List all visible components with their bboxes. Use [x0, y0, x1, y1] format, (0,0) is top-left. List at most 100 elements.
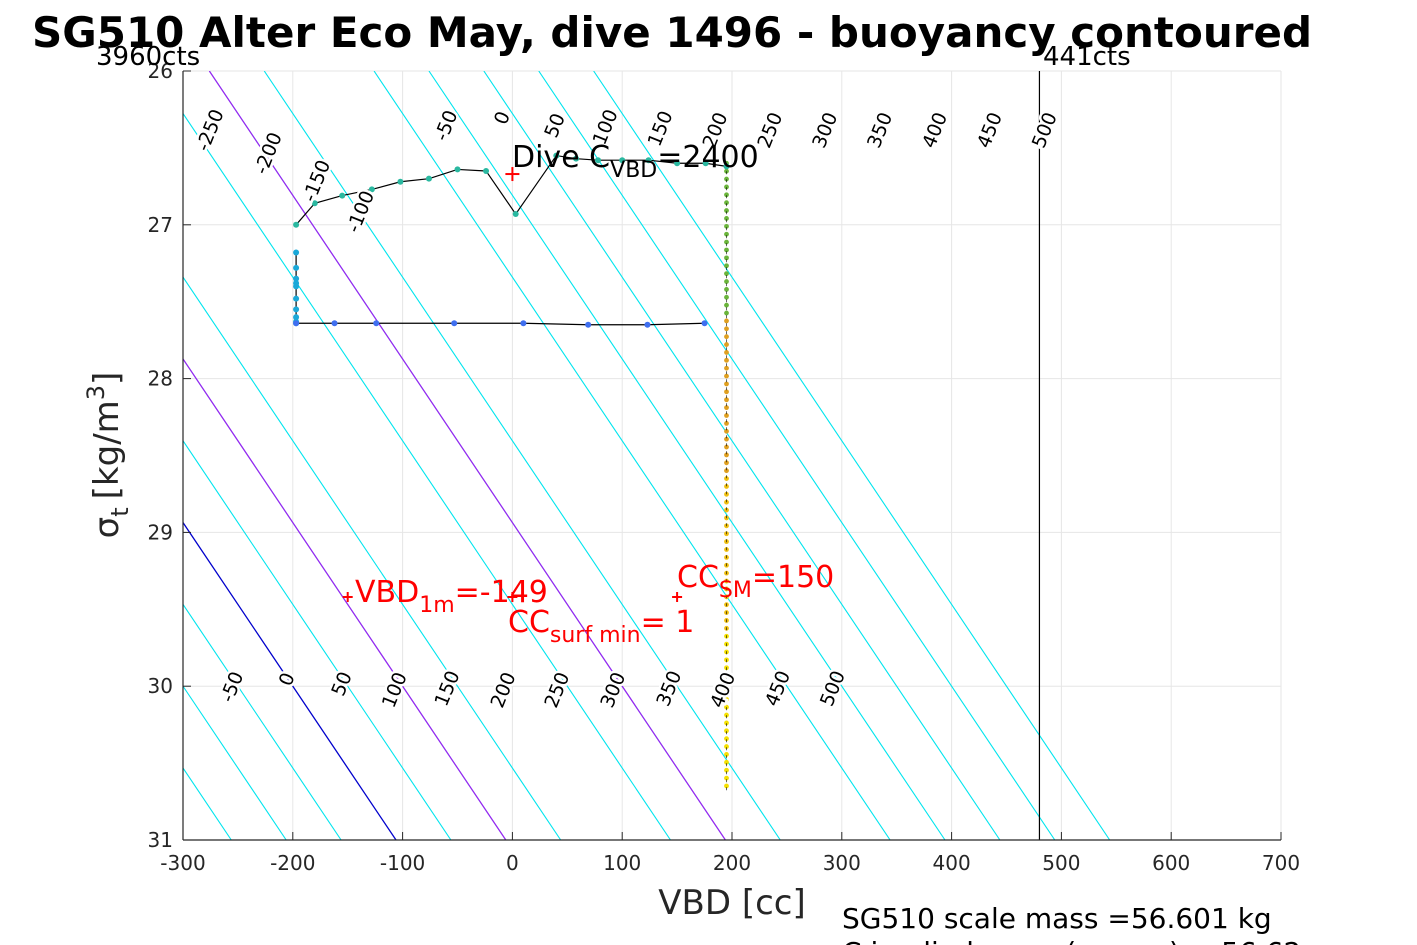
y-axis-label-unit: [kg/m [87, 400, 127, 499]
x-tick-label: 200 [713, 851, 751, 875]
trace-point [339, 192, 346, 199]
y-tick-label: 29 [148, 520, 173, 544]
pumped-column-point [724, 720, 729, 726]
annotation-ccsm-suffix: =150 [752, 560, 834, 595]
contour-label: 250 [540, 669, 574, 711]
pumped-column-point [724, 413, 729, 418]
trace-point [512, 211, 519, 218]
pumped-column-point [724, 247, 729, 253]
contour-line [263, 71, 781, 840]
pumped-column-point [724, 350, 729, 355]
svg-text:σt[kg/m3]: σt [kg/m3] [82, 372, 134, 539]
y-tick-label: 30 [148, 674, 173, 698]
x-tick-label: -100 [380, 851, 425, 875]
annotation-vbd-sub: 1m [419, 593, 454, 618]
pumped-column-point [724, 436, 729, 442]
trace-point [293, 249, 300, 256]
pumped-column-point [724, 696, 729, 702]
pumped-column-point [724, 200, 729, 206]
annotation-ccsurf-min: CCsurf min= 1 [508, 605, 694, 648]
contour-line [183, 439, 452, 840]
grid-lines [182, 70, 1282, 841]
contour-line-magenta [208, 71, 726, 840]
contour-label: -50 [430, 107, 462, 144]
trace-point [674, 160, 681, 167]
pumped-column-point [724, 484, 729, 489]
pumped-column-point [724, 491, 729, 497]
trace-point [293, 283, 300, 290]
trace-point [397, 178, 404, 185]
trace-point [451, 320, 458, 327]
vbd-marker [342, 591, 353, 602]
contour-label: 500 [816, 668, 850, 710]
trace-point [293, 264, 300, 271]
pumped-column-point [724, 208, 729, 213]
pumped-column-point [724, 263, 729, 269]
contour-label: -50 [216, 669, 248, 706]
pumped-column-point [724, 231, 729, 237]
pumped-column-point [724, 192, 729, 198]
annotations: Dive CVBD=2400 VBD1m=-149 CCsurf min= 1 … [355, 140, 834, 648]
trace-point [331, 320, 338, 327]
contour-label: 450 [973, 109, 1007, 151]
pumped-column-point [724, 476, 729, 481]
contour-line [428, 71, 946, 840]
pumped-column-point [724, 460, 729, 466]
trace-point [293, 275, 300, 282]
annotation-vbd-1m: VBD1m=-149 [355, 575, 548, 618]
x-tick-label: 100 [603, 851, 641, 875]
pumped-column-point [724, 176, 729, 182]
pumped-column-point [724, 744, 729, 749]
dive-trace [293, 152, 730, 794]
trace-point [723, 163, 730, 170]
ccsm-marker [672, 591, 683, 602]
contour-line [183, 685, 287, 840]
dive-marker [505, 167, 520, 182]
contour-line [183, 357, 507, 840]
x-tick-label: -300 [160, 851, 205, 875]
trace-point [585, 321, 592, 328]
top-right-counts: 441cts [1043, 42, 1131, 72]
footer-implied-mass: C implied mass (sensor) = 56.62 [842, 936, 1301, 945]
pumped-column-point [724, 294, 729, 300]
contour-line-magenta [183, 357, 507, 840]
contour-label: 400 [918, 109, 952, 151]
contour-label: -250 [192, 106, 229, 154]
pumped-column-point [724, 184, 729, 190]
x-tick-label: 0 [506, 851, 519, 875]
annotation-dive-prefix: Dive C [512, 140, 610, 175]
trace-point [573, 155, 580, 162]
contour-label: 300 [808, 109, 842, 151]
contour-label: -150 [299, 157, 336, 205]
pumped-column-point [724, 373, 729, 379]
contour-label: -200 [250, 129, 287, 177]
pumped-column-point [724, 342, 729, 347]
contour-label: 100 [378, 669, 412, 711]
annotation-vbd-prefix: VBD [355, 575, 419, 610]
contour-lines [183, 71, 1111, 840]
pumped-column-point [724, 405, 729, 411]
trace-point [293, 306, 300, 313]
y-axis-label-symbol: σ [87, 517, 127, 539]
pumped-column-point [724, 468, 729, 474]
trace-point [425, 175, 432, 182]
y-tick-label: 27 [148, 213, 173, 237]
trace-point [311, 200, 318, 207]
footer-scale-mass: SG510 scale mass =56.601 kg [842, 902, 1272, 935]
contour-label: 400 [706, 669, 740, 711]
annotation-ccsm-sub: SM [719, 578, 752, 603]
contour-line [183, 112, 671, 840]
annotation-ccsm-prefix: CC [677, 560, 719, 595]
pumped-column-point [724, 381, 729, 387]
y-axis-label-close: ] [87, 372, 127, 385]
pumped-column-point [724, 326, 729, 332]
pumped-column-point [724, 428, 729, 434]
pumped-column-point [724, 310, 729, 316]
pumped-column-point [724, 704, 729, 710]
trace-point [644, 321, 651, 328]
annotation-dive-cvbd: Dive CVBD=2400 [512, 140, 759, 183]
trace-point [293, 221, 300, 228]
y-tick-label: 31 [148, 828, 173, 852]
pumped-column-point [724, 279, 729, 284]
x-tick-label: 700 [1262, 851, 1300, 875]
